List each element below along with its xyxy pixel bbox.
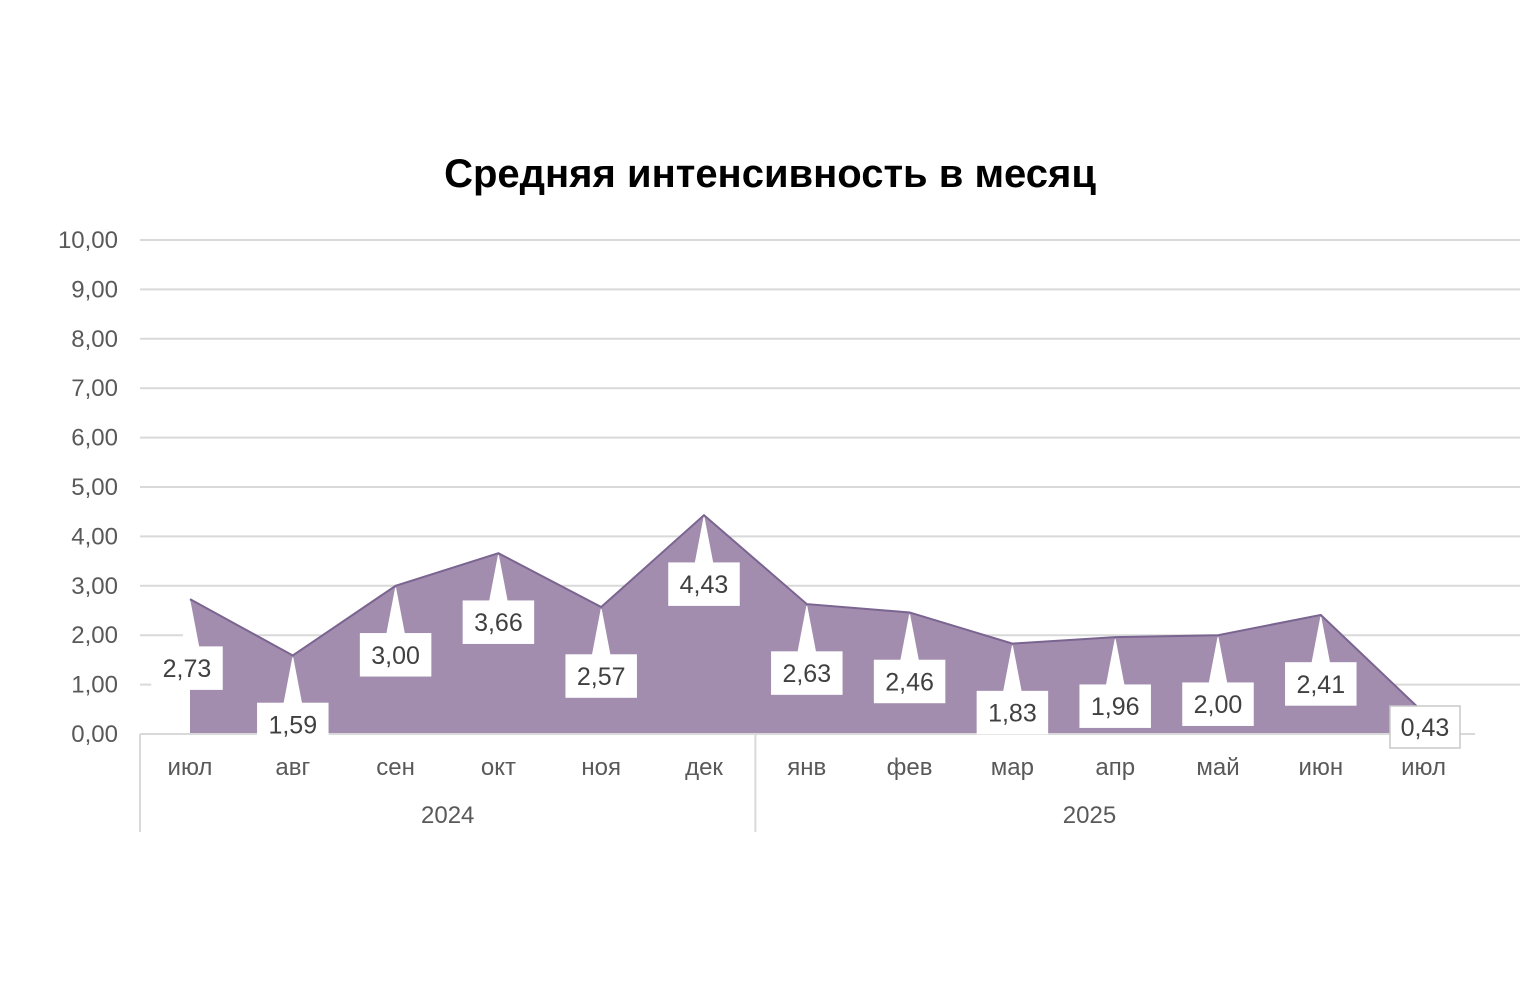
data-label-box (257, 702, 329, 747)
x-tick-label: ноя (581, 754, 621, 781)
data-label-box (359, 633, 432, 677)
data-label-text: 4,43 (680, 571, 729, 599)
data-label-box (668, 562, 740, 606)
data-label-text: 0,43 (1401, 714, 1450, 742)
x-tick-label: май (1196, 754, 1239, 781)
data-label: 1,83 (976, 645, 1049, 735)
x-tick-label: авг (275, 754, 310, 781)
chart-title: Средняя интенсивность в месяц (444, 152, 1096, 196)
axes: 0,00 1,00 2,00 3,00 4,00 5,00 6,00 7,00 8,00 9,00… (58, 227, 1475, 832)
x-tick-label: июн (1298, 754, 1343, 781)
x-tick-label: сен (376, 754, 415, 781)
y-tick-label: 8,00 (71, 326, 118, 353)
x-tick-label: мар (991, 754, 1034, 781)
y-tick-label: 9,00 (71, 276, 118, 303)
data-label-text: 2,00 (1194, 691, 1243, 719)
data-labels: 2,73 1,59 3,00 3,66 2,57 4,43 2,63 2,46 1,83 1,96… (151, 517, 1461, 749)
data-label-text: 1,96 (1091, 693, 1140, 721)
data-label: 4,43 (668, 517, 740, 606)
data-label-box (1079, 684, 1151, 728)
x-tick-label: июл (1401, 754, 1446, 781)
data-label-text: 2,57 (577, 663, 626, 691)
data-label-box (565, 654, 637, 698)
data-label: 3,00 (359, 587, 432, 677)
data-label-box (873, 659, 946, 704)
y-tick-label: 2,00 (71, 622, 118, 649)
data-label-text: 2,41 (1296, 671, 1345, 699)
y-tick-label: 3,00 (71, 573, 118, 600)
data-label: 2,00 (1182, 637, 1254, 726)
y-tick-label: 0,00 (71, 721, 118, 748)
data-label: 0,43 (1389, 705, 1461, 749)
data-label-text: 2,46 (885, 668, 934, 696)
x-tick-label: июл (168, 754, 213, 781)
data-label-box (771, 651, 843, 695)
data-label-text: 1,59 (268, 711, 317, 739)
data-label-box (1389, 705, 1461, 749)
data-label-box (151, 646, 223, 690)
x-tick-label: окт (481, 754, 516, 781)
data-label: 2,63 (771, 605, 843, 695)
data-label-text: 3,00 (371, 642, 420, 670)
data-label-box (462, 600, 535, 644)
data-label: 1,96 (1079, 639, 1151, 728)
data-label-text: 2,73 (163, 655, 212, 683)
data-label-box (976, 690, 1049, 735)
x-tick-label: янв (787, 754, 826, 781)
area-line (189, 513, 1425, 714)
year-label: 2025 (1063, 802, 1116, 829)
y-tick-label: 5,00 (71, 474, 118, 501)
data-label: 2,57 (565, 608, 637, 698)
data-label-box (1285, 662, 1357, 706)
data-label: 2,73 (151, 601, 223, 690)
y-tick-label: 10,00 (58, 227, 118, 254)
y-tick-label: 6,00 (71, 425, 118, 452)
data-label: 3,66 (462, 555, 535, 644)
data-label: 2,46 (873, 614, 946, 704)
x-tick-label: фев (887, 754, 933, 781)
data-label: 1,59 (257, 657, 329, 747)
y-tick-label: 7,00 (71, 375, 118, 402)
data-label: 2,41 (1285, 616, 1357, 706)
y-tick-label: 4,00 (71, 523, 118, 550)
data-label-text: 2,63 (782, 660, 831, 688)
y-tick-label: 1,00 (71, 672, 118, 699)
data-label-box (1182, 682, 1254, 726)
x-tick-label: апр (1095, 754, 1135, 781)
data-label-text: 1,83 (988, 700, 1037, 728)
data-label-text: 3,66 (474, 609, 523, 637)
year-label: 2024 (421, 802, 474, 829)
x-tick-label: дек (685, 754, 723, 781)
